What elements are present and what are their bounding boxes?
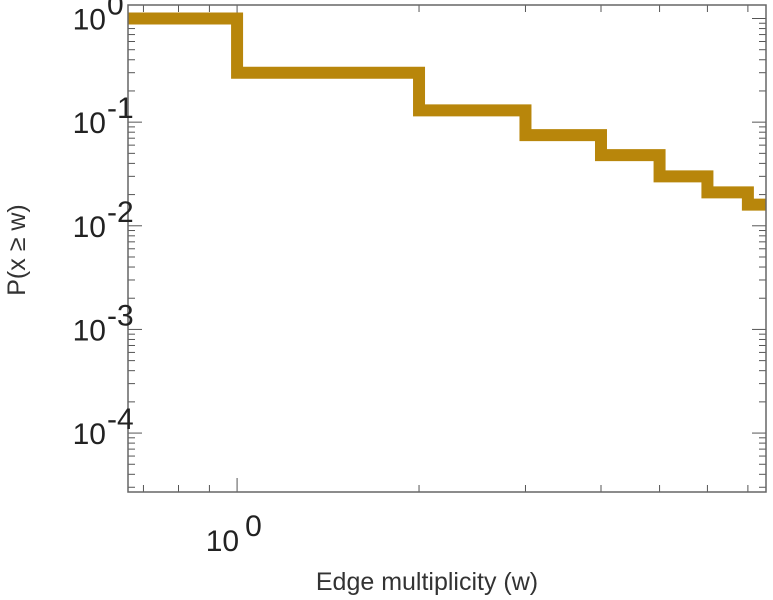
y-tick-label: 10 -1: [73, 92, 134, 140]
y-tick-exponent: -4: [107, 403, 134, 436]
plot-frame: [127, 4, 767, 493]
y-tick-base: 10: [73, 211, 106, 244]
x-tick-label: 10 0: [206, 510, 262, 558]
y-tick-exponent: -1: [107, 92, 134, 125]
minor-tick-layer: [128, 5, 766, 492]
series-layer: [128, 12, 766, 211]
x-axis-title: Edge multiplicity (w): [316, 568, 538, 596]
y-tick-label: 10 -2: [73, 196, 134, 244]
y-tick-exponent: -3: [107, 299, 134, 332]
y-tick-label: 10 0: [73, 0, 124, 37]
ccdf-step-line: [128, 12, 766, 211]
y-tick-label: 10 -3: [73, 299, 134, 347]
y-tick-label: 10 -4: [73, 403, 134, 451]
y-axis-title: P(x ≥ w): [3, 204, 31, 296]
y-tick-base: 10: [73, 418, 106, 451]
y-tick-base: 10: [73, 107, 106, 140]
x-tick-base: 10: [206, 525, 239, 558]
y-tick-base: 10: [73, 314, 106, 347]
x-tick-exponent: 0: [245, 510, 262, 543]
y-tick-exponent: 0: [107, 0, 124, 22]
y-tick-base: 10: [73, 4, 106, 37]
y-tick-exponent: -2: [107, 196, 134, 229]
